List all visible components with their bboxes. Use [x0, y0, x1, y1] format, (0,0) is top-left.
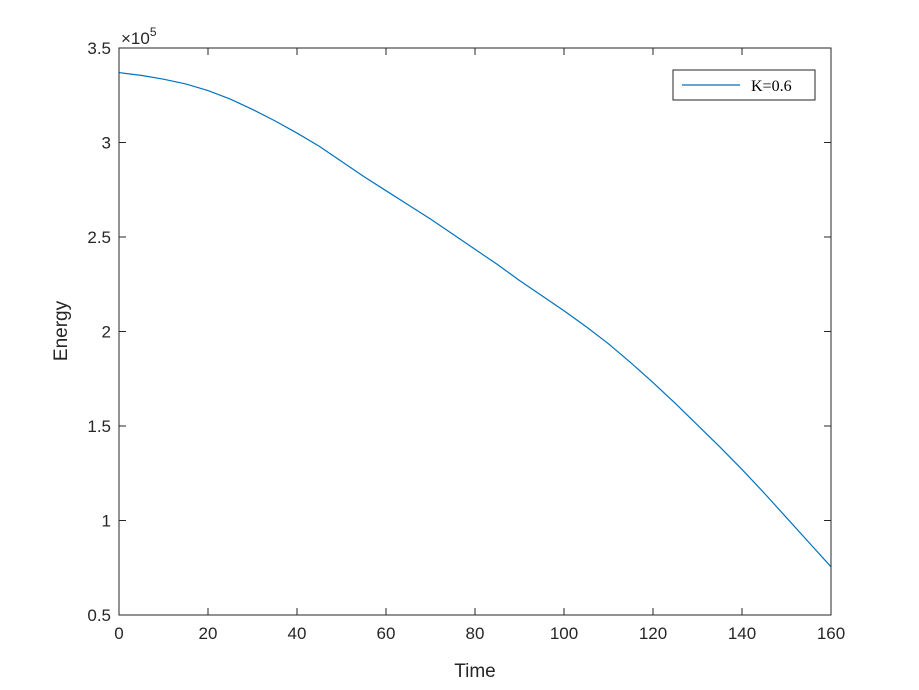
axes-box: [118, 47, 832, 616]
x-axis-tick-labels: 0 20 40 60 80 100 120 140 160: [114, 624, 845, 643]
exponent-base: ×10: [121, 29, 150, 48]
x-tick-label: 80: [466, 624, 485, 643]
x-tick-label: 140: [728, 624, 756, 643]
x-tick-label: 40: [288, 624, 307, 643]
y-tick-label: 0.5: [87, 606, 111, 625]
plot-area: [119, 48, 831, 615]
x-axis-label: Time: [454, 661, 496, 682]
legend: K=0.6: [672, 69, 816, 101]
y-tick-label: 3.5: [87, 39, 111, 58]
series-line: [118, 71, 832, 568]
y-axis-label: Energy: [51, 300, 72, 361]
x-tick-label: 120: [639, 624, 667, 643]
exponent-label: ×105: [121, 25, 157, 48]
y-tick-label: 2: [102, 323, 111, 342]
y-tick-label: 2.5: [87, 228, 111, 247]
x-tick-label: 160: [817, 624, 845, 643]
legend-entry-label: K=0.6: [751, 78, 792, 95]
x-tick-label: 20: [199, 624, 218, 643]
y-tick-label: 1: [102, 512, 111, 531]
y-axis-tick-labels: 0.5 1 1.5 2 2.5 3 3.5: [87, 39, 111, 625]
y-tick-label: 1.5: [87, 417, 111, 436]
exponent-power: 5: [150, 25, 157, 39]
x-tick-label: 60: [377, 624, 396, 643]
y-tick-label: 3: [102, 134, 111, 153]
x-tick-label: 0: [114, 624, 123, 643]
x-tick-label: 100: [550, 624, 578, 643]
